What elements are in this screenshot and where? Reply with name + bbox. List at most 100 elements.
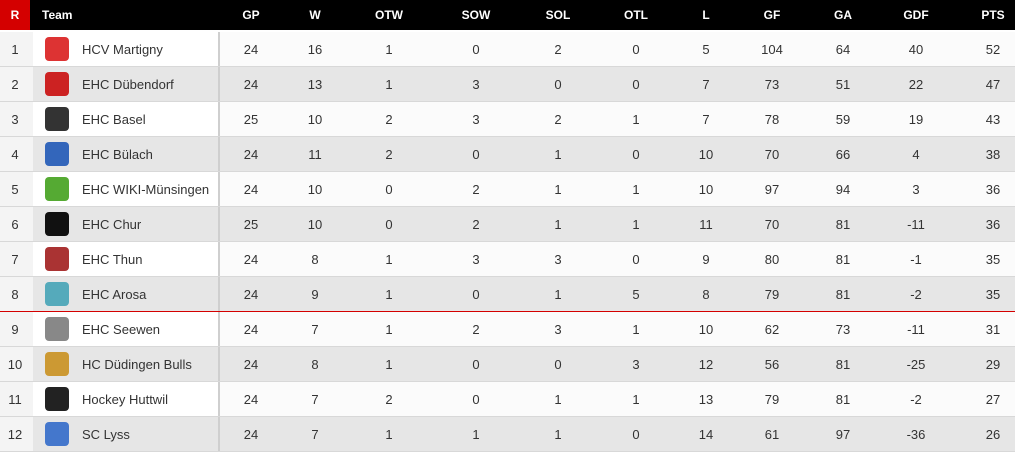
- stat: 8: [311, 251, 319, 267]
- team-name: EHC Seewen: [82, 321, 161, 337]
- rank-bg: [0, 172, 33, 206]
- stat: 14: [698, 426, 714, 442]
- stat: 11: [308, 146, 322, 162]
- stat: 11: [699, 216, 713, 232]
- row-border: [0, 206, 1015, 207]
- stat: 1: [385, 426, 393, 442]
- stat: 2: [472, 181, 480, 197]
- stat: 7: [311, 426, 319, 442]
- column-header: OTL: [624, 8, 648, 22]
- rank-bg: [0, 312, 33, 346]
- stat: 62: [764, 321, 780, 337]
- team-name: EHC Dübendorf: [82, 76, 174, 92]
- stat: 3: [632, 356, 640, 372]
- stat: 64: [835, 41, 851, 57]
- team-divider: [218, 382, 220, 416]
- stat: 1: [632, 321, 640, 337]
- stat: 1: [385, 251, 393, 267]
- team-logo: [45, 37, 69, 61]
- stat: 1: [472, 426, 480, 442]
- stat: 3: [472, 76, 480, 92]
- stat: 81: [835, 286, 851, 302]
- team-name: EHC Thun: [82, 251, 143, 267]
- header-bar: [0, 0, 1015, 30]
- stat: 59: [835, 111, 851, 127]
- rank-bg: [0, 137, 33, 171]
- stat: 43: [985, 111, 1001, 127]
- stat: 1: [632, 111, 640, 127]
- stat: 78: [764, 111, 780, 127]
- team-divider: [218, 312, 220, 346]
- stat: 36: [985, 181, 1001, 197]
- row-border: [0, 241, 1015, 242]
- stat: 73: [835, 321, 851, 337]
- rank: 10: [7, 356, 23, 372]
- stat: 2: [554, 111, 562, 127]
- column-header: GDF: [903, 8, 929, 22]
- stat: 0: [472, 391, 480, 407]
- stat: 0: [472, 41, 480, 57]
- stat: 40: [908, 41, 924, 57]
- column-header: PTS: [981, 8, 1005, 22]
- stat: -25: [906, 356, 926, 372]
- stat: 97: [835, 426, 851, 442]
- stat: 80: [764, 251, 780, 267]
- stat: 3: [912, 181, 920, 197]
- stat: 36: [985, 216, 1001, 232]
- team-logo: [45, 282, 69, 306]
- stat: 10: [307, 111, 323, 127]
- team-divider: [218, 102, 220, 136]
- team-name: EHC Arosa: [82, 286, 147, 302]
- stat: 47: [985, 76, 1001, 92]
- column-header: L: [702, 8, 710, 22]
- team-logo: [45, 387, 69, 411]
- stat: 3: [554, 321, 562, 337]
- rank: 1: [11, 41, 19, 57]
- stat: 1: [632, 391, 640, 407]
- team-divider: [218, 277, 220, 311]
- rank: 7: [11, 251, 19, 267]
- team-logo: [45, 72, 69, 96]
- stat: 66: [835, 146, 851, 162]
- stat: 10: [698, 146, 714, 162]
- rank: 2: [11, 76, 19, 92]
- column-header: GF: [763, 8, 781, 22]
- stat: 1: [554, 216, 562, 232]
- rank-bg: [0, 102, 33, 136]
- team-divider: [218, 32, 220, 66]
- stat: 0: [385, 216, 393, 232]
- stat: 24: [243, 426, 259, 442]
- team-logo: [45, 352, 69, 376]
- team-divider: [218, 207, 220, 241]
- team-logo: [45, 212, 69, 236]
- row-border: [0, 451, 1015, 452]
- rank: 12: [7, 426, 23, 442]
- stat: 35: [985, 251, 1001, 267]
- stat: 24: [243, 251, 259, 267]
- rank-bg: [0, 347, 33, 381]
- stat: 24: [243, 356, 259, 372]
- stat: 1: [385, 41, 393, 57]
- stat: -11: [907, 216, 925, 232]
- stat: 9: [702, 251, 710, 267]
- stat: -2: [910, 286, 922, 302]
- stat: 97: [764, 181, 780, 197]
- team-logo: [45, 422, 69, 446]
- stat: 35: [985, 286, 1001, 302]
- stat: 19: [908, 111, 924, 127]
- rank-header-bg: [0, 0, 30, 30]
- stat: 38: [985, 146, 1001, 162]
- rank: 8: [11, 286, 19, 302]
- team-name: EHC Bülach: [82, 146, 153, 162]
- column-header: W: [309, 8, 321, 22]
- stat: 2: [385, 146, 393, 162]
- stat: 24: [243, 181, 259, 197]
- stat: 0: [632, 41, 640, 57]
- rank: 4: [11, 146, 19, 162]
- stat: 7: [702, 76, 710, 92]
- stat: 10: [307, 216, 323, 232]
- team-logo: [45, 107, 69, 131]
- stat: 5: [632, 286, 640, 302]
- row-border: [0, 136, 1015, 137]
- stat: -2: [910, 391, 922, 407]
